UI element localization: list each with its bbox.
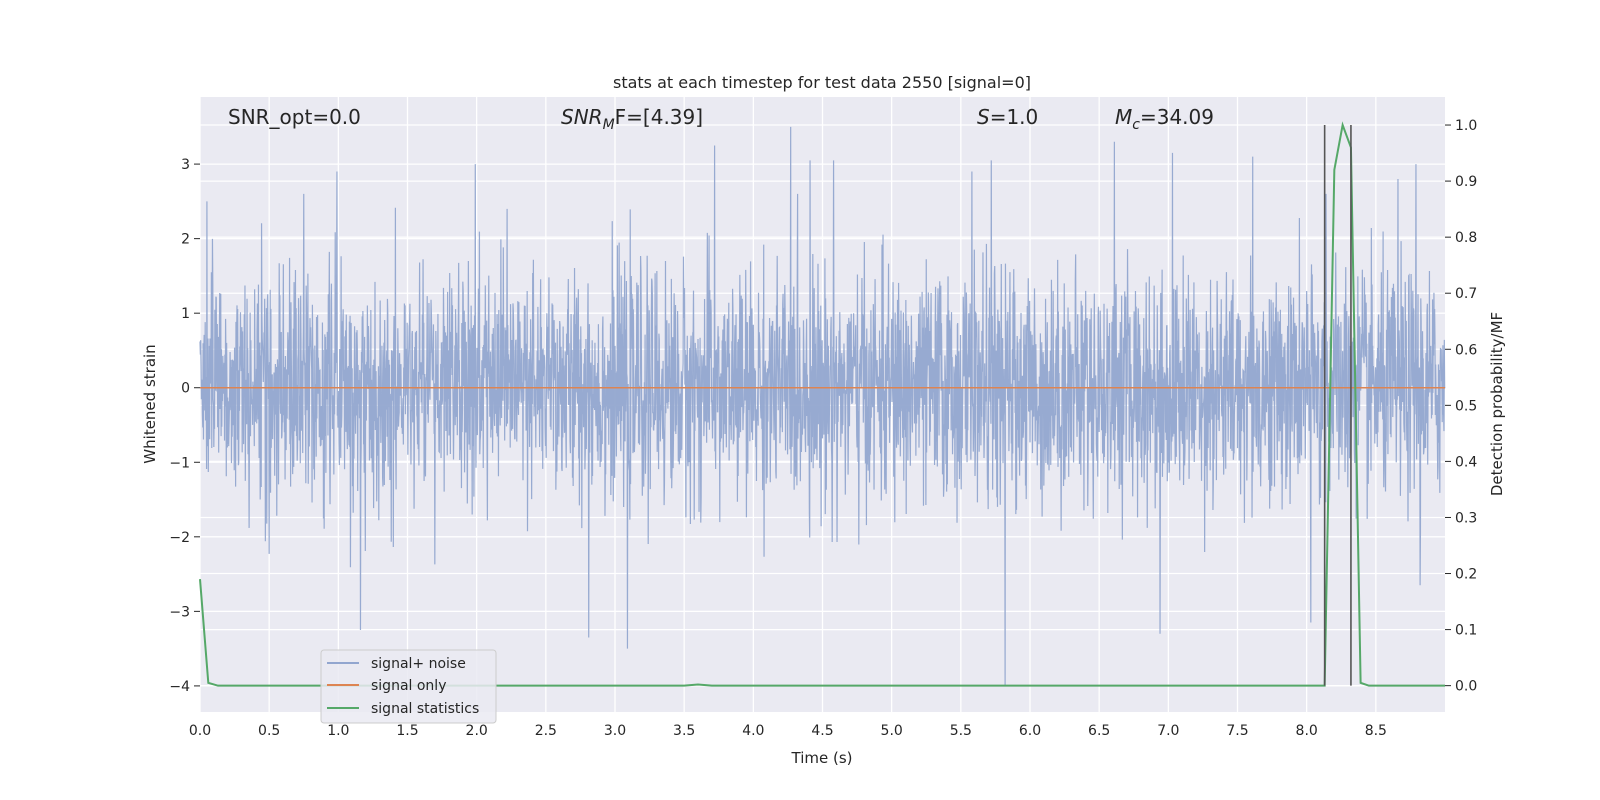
annotation-snr-opt: SNR_opt=0.0 — [228, 105, 361, 129]
y-tick-label-left: −3 — [169, 604, 190, 620]
annotation-snr-mf-value: F=[4.39] — [615, 105, 703, 129]
y-tick-label-right: 0.7 — [1455, 286, 1477, 302]
y-tick-label-right: 0.5 — [1455, 398, 1477, 414]
annotation-mc: Mc=34.09 — [1115, 105, 1214, 133]
y-tick-label-right: 0.8 — [1455, 230, 1477, 246]
y-tick-label-right: 0.3 — [1455, 510, 1477, 526]
x-tick-label: 3.5 — [673, 723, 695, 739]
x-tick-label: 1.0 — [327, 723, 349, 739]
y-tick-label-right: 0.9 — [1455, 174, 1477, 190]
annotation-mc-symbol: M — [1115, 105, 1132, 129]
vertical-markers — [1323, 125, 1352, 686]
legend-label-signal-statistics: signal statistics — [371, 701, 479, 717]
signal-noise-series — [199, 126, 1446, 686]
x-tick-label: 0.0 — [189, 723, 211, 739]
ticks: 0.0 0.5 1.0 1.5 2.0 2.5 3.0 3.5 4.0 4.5 5.0 5.5 6.0 6… — [169, 118, 1477, 739]
annotation-s-symbol: S — [977, 105, 990, 129]
x-tick-label: 7.5 — [1226, 723, 1248, 739]
annotation-snr-mf: SNRMF=[4.39] — [561, 105, 703, 133]
annotation-s: S=1.0 — [977, 105, 1038, 129]
y-tick-label-left: 3 — [181, 157, 190, 173]
x-tick-label: 4.5 — [811, 723, 833, 739]
x-tick-label: 2.5 — [535, 723, 557, 739]
y-axis-label-left: Whitened strain — [141, 344, 159, 463]
x-tick-label: 0.5 — [258, 723, 280, 739]
legend-box — [320, 649, 497, 724]
annotation-mc-value: =34.09 — [1140, 105, 1214, 129]
y-tick-label-left: −4 — [169, 679, 190, 695]
annotation-s-value: =1.0 — [990, 105, 1039, 129]
y-tick-label-left: 2 — [181, 232, 190, 248]
x-axis-label: Time (s) — [791, 749, 853, 767]
annotation-mc-subscript: c — [1132, 117, 1140, 133]
annotation-snr-mf-subscript: M — [603, 117, 615, 133]
y-axis-label-right: Detection probability/MF — [1488, 312, 1506, 496]
x-tick-label: 8.0 — [1296, 723, 1318, 739]
legend-label-signal-noise: signal+ noise — [371, 656, 466, 672]
y-tick-label-right: 0.2 — [1455, 567, 1477, 583]
legend-label-signal-only: signal only — [371, 678, 446, 694]
chart-title: stats at each timestep for test data 255… — [613, 73, 1031, 92]
x-tick-label: 3.0 — [604, 723, 626, 739]
legend: signal+ noise signal only signal statist… — [320, 649, 497, 724]
x-tick-label: 6.0 — [1019, 723, 1041, 739]
x-tick-label: 4.0 — [742, 723, 764, 739]
y-tick-label-left: −1 — [169, 455, 190, 471]
x-tick-label: 1.5 — [396, 723, 418, 739]
x-tick-label: 5.0 — [881, 723, 903, 739]
annotation-snr-mf-symbol: SNR — [561, 105, 603, 129]
y-tick-label-left: 1 — [181, 306, 190, 322]
y-tick-label-right: 0.1 — [1455, 623, 1477, 639]
x-tick-label: 2.0 — [466, 723, 488, 739]
y-tick-label-right: 0.0 — [1455, 679, 1477, 695]
x-tick-label: 8.5 — [1365, 723, 1387, 739]
series-signal-noise — [199, 126, 1446, 686]
y-tick-label-left: −2 — [169, 530, 190, 546]
x-tick-label: 6.5 — [1088, 723, 1110, 739]
y-tick-label-right: 1.0 — [1455, 118, 1477, 134]
y-tick-label-right: 0.4 — [1455, 454, 1477, 470]
x-tick-label: 5.5 — [950, 723, 972, 739]
y-tick-label-right: 0.6 — [1455, 342, 1477, 358]
x-tick-label: 7.0 — [1157, 723, 1179, 739]
y-tick-label-left: 0 — [181, 381, 190, 397]
